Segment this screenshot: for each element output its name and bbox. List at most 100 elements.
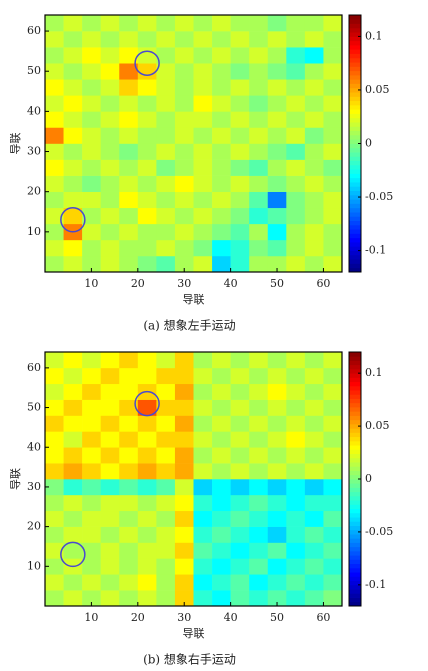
heat-cell bbox=[249, 558, 269, 575]
heat-cell bbox=[230, 191, 250, 209]
heat-cell bbox=[45, 63, 64, 80]
heat-cell bbox=[100, 223, 120, 241]
heat-cell bbox=[156, 383, 176, 400]
heat-cell bbox=[230, 383, 250, 400]
heat-cell bbox=[230, 47, 250, 64]
heat-cell bbox=[212, 207, 231, 225]
heat-cell bbox=[45, 431, 64, 448]
heat-cell bbox=[249, 447, 269, 464]
heat-cell bbox=[63, 63, 83, 80]
y-axis-label: 导联 bbox=[9, 133, 22, 155]
heat-cell bbox=[45, 352, 64, 369]
heat-cell bbox=[286, 558, 306, 575]
heat-cell bbox=[119, 207, 139, 225]
heat-cell bbox=[249, 191, 269, 209]
heat-cell bbox=[212, 415, 231, 432]
colorbar-segment bbox=[349, 542, 361, 548]
heat-cell bbox=[100, 63, 120, 80]
heat-cell bbox=[45, 207, 64, 225]
heat-cell bbox=[267, 383, 287, 400]
heat-cell bbox=[212, 111, 231, 128]
heat-cell bbox=[100, 494, 120, 512]
heat-cell bbox=[156, 15, 176, 32]
heat-cell bbox=[63, 447, 83, 464]
colorbar-segment bbox=[349, 104, 361, 110]
heat-cell bbox=[100, 255, 120, 273]
heat-cell bbox=[212, 383, 231, 400]
heat-cell bbox=[304, 239, 324, 257]
heat-cell bbox=[100, 239, 120, 257]
heat-cell bbox=[267, 207, 287, 225]
heat-cell bbox=[323, 352, 343, 369]
y-tick-label: 30 bbox=[27, 145, 41, 158]
heat-cell bbox=[156, 159, 176, 176]
heat-cell bbox=[156, 399, 176, 416]
heat-cell bbox=[63, 15, 83, 32]
colorbar-segment bbox=[349, 572, 361, 577]
heat-cell bbox=[212, 239, 231, 257]
heat-cell bbox=[119, 415, 139, 432]
heat-cell bbox=[174, 95, 194, 112]
colorbar-segment bbox=[349, 491, 361, 497]
caption: (b) 想象右手运动 bbox=[143, 652, 236, 667]
heat-cell bbox=[286, 159, 306, 176]
heat-cell bbox=[100, 479, 120, 496]
heat-cell bbox=[63, 352, 83, 369]
colorbar-segment bbox=[349, 390, 361, 395]
colorbar-segment bbox=[349, 194, 361, 200]
heat-cell bbox=[230, 510, 250, 527]
heat-cell bbox=[82, 47, 101, 64]
heat-cell bbox=[212, 590, 231, 607]
heat-cell bbox=[323, 590, 343, 607]
heat-cell bbox=[82, 207, 101, 225]
heat-cell bbox=[137, 463, 157, 480]
heat-cell bbox=[82, 510, 101, 527]
colorbar-segment bbox=[349, 263, 361, 269]
colorbar-segment bbox=[349, 525, 361, 531]
heat-cell bbox=[137, 479, 157, 496]
heat-cell bbox=[82, 79, 101, 96]
heat-cell bbox=[174, 207, 194, 225]
heat-cell bbox=[156, 207, 176, 225]
colorbar-segment bbox=[349, 96, 361, 102]
heat-cell bbox=[100, 111, 120, 128]
heat-cell bbox=[156, 191, 176, 209]
heat-cell bbox=[119, 574, 139, 591]
colorbar-segment bbox=[349, 500, 361, 505]
colorbar-segment bbox=[349, 212, 361, 217]
colorbar-segment bbox=[349, 589, 361, 594]
colorbar-segment bbox=[349, 74, 361, 80]
heat-cell bbox=[323, 431, 343, 448]
heat-cell bbox=[63, 31, 83, 48]
heat-cell bbox=[193, 207, 213, 225]
heat-cell bbox=[193, 175, 213, 192]
colorbar-segment bbox=[349, 449, 361, 454]
heat-cell bbox=[45, 175, 64, 192]
colorbar-segment bbox=[349, 407, 361, 412]
colorbar-segment bbox=[349, 250, 361, 256]
colorbar-segment bbox=[349, 199, 361, 204]
heat-cell bbox=[230, 574, 250, 591]
heat-cell bbox=[323, 239, 343, 257]
colorbar-segment bbox=[349, 40, 361, 46]
heat-cell bbox=[82, 175, 101, 192]
heat-cell bbox=[119, 31, 139, 48]
highlight-circle bbox=[134, 50, 160, 76]
heat-cell bbox=[156, 175, 176, 192]
heat-cell bbox=[82, 95, 101, 112]
colorbar-segment bbox=[349, 254, 361, 260]
heat-cell bbox=[82, 494, 101, 512]
heat-cell bbox=[267, 526, 287, 543]
heat-cell bbox=[249, 159, 269, 176]
colorbar-segment bbox=[349, 92, 361, 97]
heat-cell bbox=[286, 510, 306, 527]
heat-cell bbox=[212, 542, 231, 559]
heat-cell bbox=[286, 352, 306, 369]
heat-cell bbox=[174, 255, 194, 273]
heat-cell bbox=[249, 352, 269, 369]
heat-cell bbox=[249, 463, 269, 480]
heat-cell bbox=[249, 47, 269, 64]
heat-cell bbox=[193, 223, 213, 241]
colorbar-segment bbox=[349, 479, 361, 484]
heat-cell bbox=[45, 542, 64, 559]
